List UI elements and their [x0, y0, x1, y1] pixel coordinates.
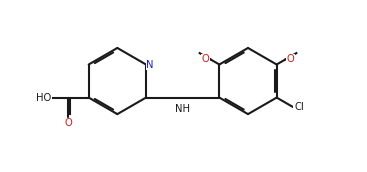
Text: O: O: [287, 55, 295, 64]
Text: NH: NH: [175, 104, 190, 114]
Text: HO: HO: [36, 93, 52, 103]
Text: O: O: [201, 55, 209, 64]
Text: N: N: [146, 60, 154, 69]
Text: Cl: Cl: [294, 102, 304, 112]
Text: O: O: [64, 118, 72, 128]
